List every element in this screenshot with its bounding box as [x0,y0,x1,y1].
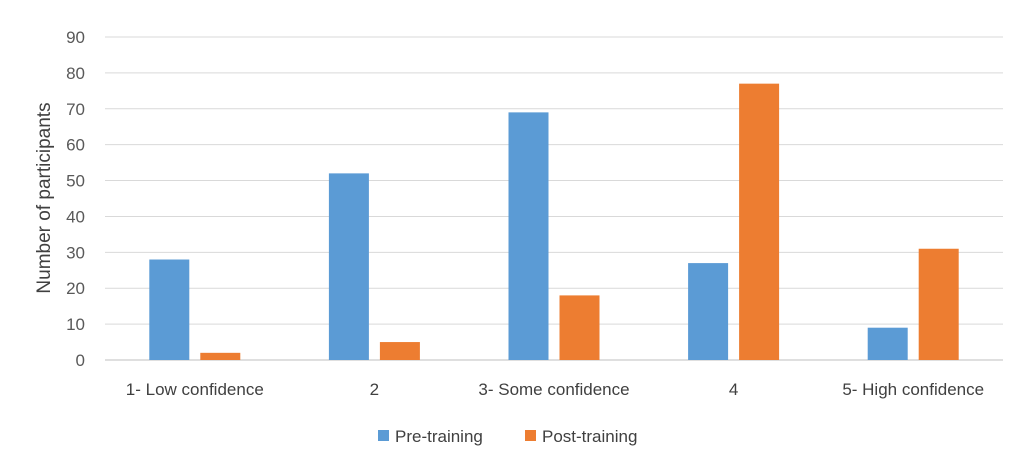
x-category-label: 1- Low confidence [126,380,264,399]
x-category-label: 5- High confidence [842,380,984,399]
x-category-label: 2 [370,380,379,399]
legend-swatch-post-training [525,430,536,441]
bar-pre-training [688,263,729,360]
bar-post-training [379,342,420,360]
x-category-label: 3- Some confidence [478,380,629,399]
y-tick-label: 20 [66,279,85,298]
y-tick-label: 60 [66,136,85,155]
bar-pre-training [508,112,549,360]
y-tick-label: 40 [66,207,85,226]
bar-post-training [739,83,780,361]
x-axis-categories: 1- Low confidence 2 3- Some confidence 4 5- … [126,380,984,399]
bar-pre-training [328,173,369,360]
bar-pre-training [867,327,908,360]
y-tick-label: 10 [66,315,85,334]
legend-label-pre-training: Pre-training [395,427,483,446]
x-category-label: 4 [729,380,738,399]
y-tick-label: 80 [66,64,85,83]
y-tick-label: 30 [66,243,85,262]
y-axis-ticks: 0 10 20 30 40 50 60 70 80 90 [66,28,85,370]
y-tick-label: 50 [66,172,85,191]
bars [149,83,959,361]
y-tick-label: 90 [66,28,85,47]
legend: Pre-training Post-training [378,427,637,446]
gridlines [105,36,1003,361]
y-tick-label: 70 [66,100,85,119]
legend-swatch-pre-training [378,430,389,441]
bar-post-training [559,295,600,360]
bar-post-training [918,248,959,360]
y-tick-label: 0 [76,351,85,370]
y-axis-title: Number of participants [34,102,55,293]
bar-post-training [200,352,241,360]
legend-label-post-training: Post-training [542,427,637,446]
bar-pre-training [149,259,190,360]
